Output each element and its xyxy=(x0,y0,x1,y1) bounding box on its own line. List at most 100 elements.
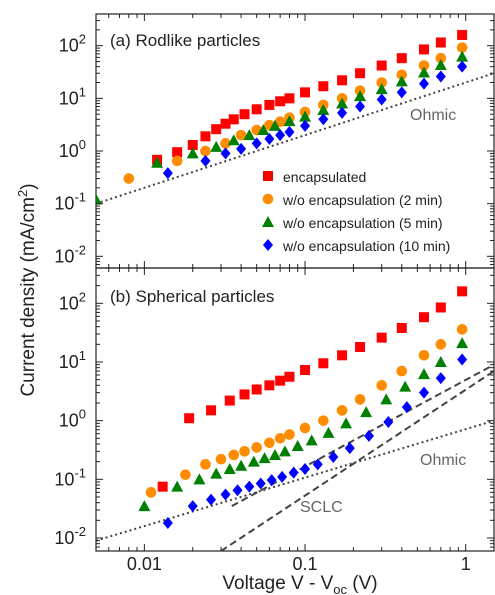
data-point xyxy=(257,124,270,136)
data-point xyxy=(291,439,304,451)
y-axis-label-sup: 2 xyxy=(15,190,30,197)
data-point xyxy=(138,500,151,512)
data-point xyxy=(396,86,407,99)
data-point xyxy=(300,87,311,98)
data-point xyxy=(224,395,235,406)
data-point xyxy=(336,405,348,416)
data-point xyxy=(457,353,468,366)
panel-plot-area xyxy=(96,29,494,205)
data-point xyxy=(275,129,286,142)
data-point xyxy=(239,109,250,120)
data-point xyxy=(228,449,240,461)
data-point xyxy=(264,437,275,449)
data-point xyxy=(264,380,275,391)
data-point xyxy=(376,380,387,391)
data-point xyxy=(456,42,468,53)
data-point xyxy=(200,154,211,167)
data-point xyxy=(322,426,335,438)
data-point xyxy=(220,147,231,160)
data-point xyxy=(344,442,355,455)
data-point xyxy=(318,358,329,369)
data-point xyxy=(418,60,430,71)
data-point xyxy=(399,380,412,392)
x-axis-label-sub: oc xyxy=(333,582,347,595)
data-point xyxy=(283,115,296,127)
data-point xyxy=(275,375,286,386)
data-point xyxy=(376,77,387,88)
data-point xyxy=(360,406,373,418)
data-point xyxy=(251,384,262,395)
x-axis-label-main: Voltage V - V xyxy=(222,573,333,594)
data-point xyxy=(220,118,231,129)
data-point xyxy=(235,129,247,141)
data-point xyxy=(355,68,366,79)
data-point xyxy=(244,480,255,493)
data-point xyxy=(318,415,329,426)
y-tick-label: 100 xyxy=(59,137,86,161)
data-point xyxy=(184,413,195,424)
legend-label-5min: w/o encapsulation (5 min) xyxy=(282,215,443,231)
data-point xyxy=(312,458,323,471)
data-point xyxy=(284,371,295,382)
legend-marker xyxy=(262,193,274,205)
data-point xyxy=(145,487,157,498)
data-point xyxy=(435,52,447,64)
data-point xyxy=(210,467,223,479)
panel-plot-area xyxy=(96,286,494,551)
data-point xyxy=(151,156,164,168)
data-point xyxy=(227,134,240,146)
data-point xyxy=(376,332,387,343)
data-point xyxy=(268,119,281,131)
data-point xyxy=(251,137,262,150)
data-point xyxy=(264,99,275,110)
y-tick-label: 100 xyxy=(59,407,86,431)
legend: encapsulated w/o encapsulation (2 min) w… xyxy=(262,169,450,254)
panel-b-title: (b) Spherical particles xyxy=(110,287,274,306)
data-point xyxy=(300,462,311,475)
data-point xyxy=(278,445,291,457)
x-axis-label: Voltage V - Voc (V) xyxy=(222,573,377,595)
panel-b-ohmic-label: Ohmic xyxy=(420,452,466,469)
data-point xyxy=(354,394,366,405)
data-point xyxy=(255,477,266,490)
y-tick-label: 102 xyxy=(59,32,86,56)
data-point xyxy=(162,167,173,180)
data-point xyxy=(277,470,288,483)
data-point xyxy=(340,417,353,429)
data-point xyxy=(275,96,286,107)
data-point xyxy=(220,138,231,149)
data-point xyxy=(180,469,191,480)
data-point xyxy=(337,75,348,86)
y-axis-label-main: Current density (mA/cm xyxy=(18,197,39,397)
data-point xyxy=(354,90,367,102)
legend-marker xyxy=(262,216,274,227)
data-point xyxy=(355,342,366,353)
data-point xyxy=(336,97,349,109)
data-point xyxy=(337,106,348,119)
data-point xyxy=(328,451,339,464)
data-point xyxy=(215,453,227,465)
data-point xyxy=(171,155,183,167)
panel-a-ohmic-label: Ohmic xyxy=(410,107,456,124)
legend-marker xyxy=(263,171,273,181)
data-point xyxy=(268,448,281,460)
data-point xyxy=(395,75,408,87)
data-point xyxy=(206,405,217,416)
data-point xyxy=(123,173,135,184)
data-point xyxy=(375,83,388,95)
y-tick-label: 10-1 xyxy=(54,465,86,489)
data-point xyxy=(457,60,468,73)
data-point xyxy=(200,145,211,157)
data-point xyxy=(96,193,102,205)
y-tick-label: 101 xyxy=(59,84,86,108)
data-point xyxy=(380,393,393,405)
data-point xyxy=(223,462,236,474)
data-point xyxy=(418,350,430,361)
data-point xyxy=(284,429,295,440)
x-tick-label: 1 xyxy=(461,554,471,574)
y-tick-label: 10-2 xyxy=(54,242,86,266)
data-point xyxy=(211,124,222,135)
data-point xyxy=(171,480,184,492)
legend-marker xyxy=(263,239,273,251)
data-point xyxy=(418,386,429,399)
